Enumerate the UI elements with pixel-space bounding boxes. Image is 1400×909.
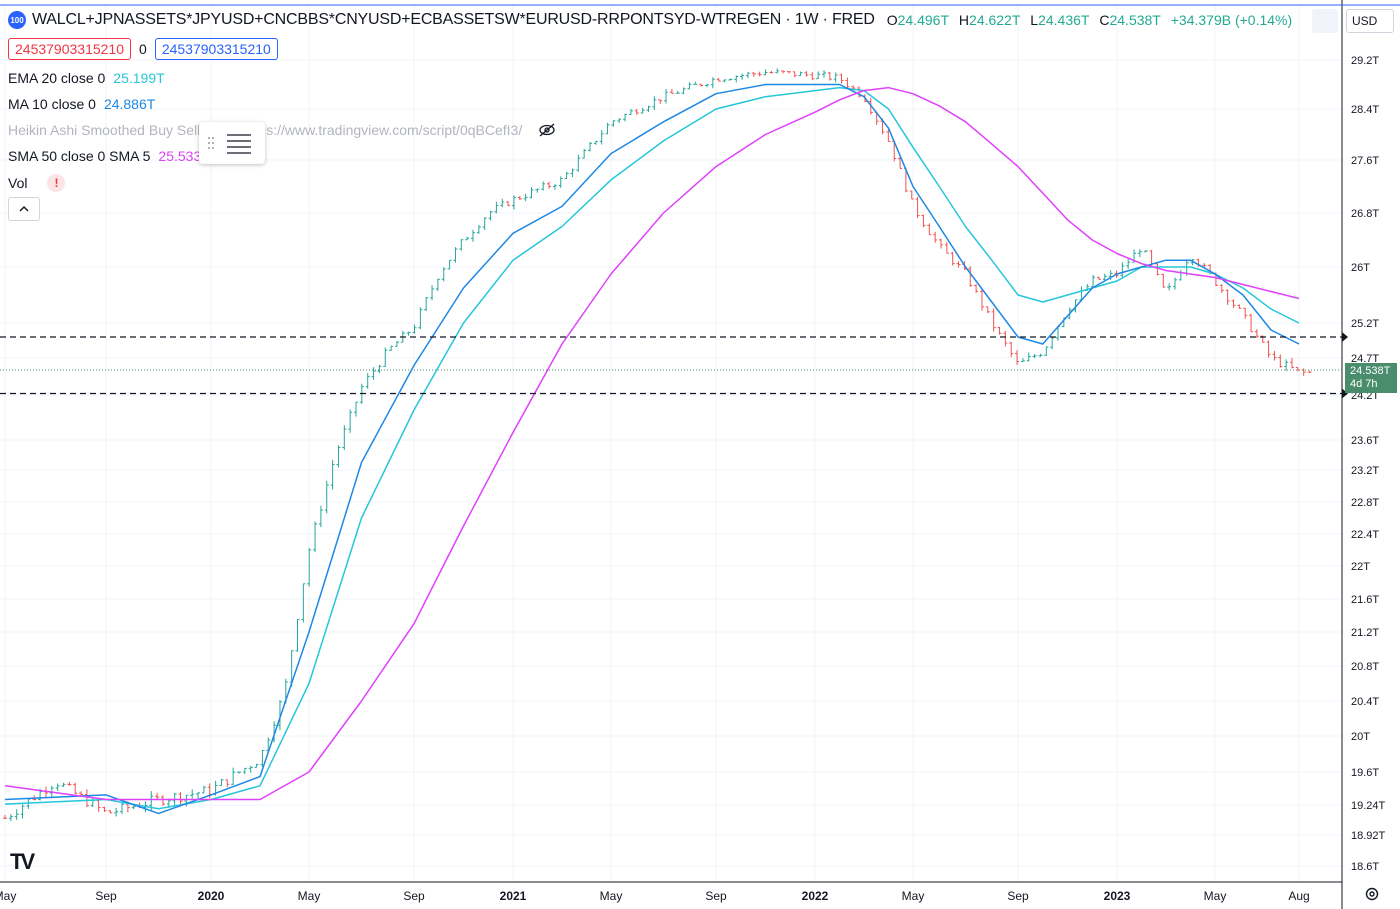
sma-line[interactable] <box>4 86 1300 801</box>
indicator-lines <box>4 83 1300 815</box>
y-tick-label: 21.6T <box>1351 594 1379 606</box>
y-tick-label: 29.2T <box>1351 55 1379 67</box>
x-tick-label: 2020 <box>198 889 225 903</box>
chevron-up-icon <box>19 206 29 212</box>
heikin-url: s://www.tradingview.com/script/0qBCefI3/ <box>266 122 523 138</box>
screenshot-button[interactable] <box>1312 9 1338 33</box>
y-tick-label: 28.4T <box>1351 104 1379 116</box>
y-tick-label: 19.6T <box>1351 767 1379 779</box>
x-tick-label: May <box>600 889 623 903</box>
legend-heikin[interactable]: Heikin Ashi Smoothed Buy Sell s://www.tr… <box>8 122 556 138</box>
input-row: 24537903315210 0 24537903315210 <box>8 38 278 60</box>
currency-button[interactable]: USD <box>1346 9 1394 33</box>
y-tick-label: 21.2T <box>1351 627 1379 639</box>
x-tick-label: Sep <box>1007 889 1029 903</box>
y-tick-label: 26T <box>1351 262 1370 274</box>
y-tick-label: 23.2T <box>1351 465 1379 477</box>
legend-ema[interactable]: EMA 20 close 0 25.199T <box>8 70 165 86</box>
y-tick-label: 18.6T <box>1351 861 1379 873</box>
last-price-tag: 24.538T 4d 7h <box>1345 363 1397 393</box>
x-tick-label: Sep <box>403 889 425 903</box>
x-tick-label: May <box>298 889 321 903</box>
vol-label: Vol <box>8 175 28 191</box>
ray-arrow <box>1342 332 1348 342</box>
floating-toolbar[interactable] <box>199 122 265 164</box>
x-tick-label: Aug <box>1288 889 1309 903</box>
x-tick-label: 2022 <box>802 889 829 903</box>
y-tick-label: 18.92T <box>1351 830 1386 842</box>
heikin-label: Heikin Ashi Smoothed Buy Sell <box>8 122 201 138</box>
y-tick-label: 22.4T <box>1351 529 1379 541</box>
input-middle-value: 0 <box>139 41 147 57</box>
legend-sma[interactable]: SMA 50 close 0 SMA 5 25.533T <box>8 148 210 164</box>
last-price-value: 24.538T <box>1350 365 1391 377</box>
ema-value: 25.199T <box>113 70 165 86</box>
legend-ma[interactable]: MA 10 close 0 24.886T <box>8 96 155 112</box>
y-tick-label: 23.6T <box>1351 435 1379 447</box>
ema-label: EMA 20 close 0 <box>8 70 106 86</box>
x-tick-label: Sep <box>95 889 117 903</box>
horizontal-lines[interactable] <box>0 332 1348 399</box>
symbol-badge: 100 <box>8 11 26 29</box>
y-tick-label: 20.4T <box>1351 696 1379 708</box>
x-tick-label: May <box>0 889 16 903</box>
value-input-left[interactable]: 24537903315210 <box>8 38 132 60</box>
eye-off-icon[interactable] <box>538 123 556 137</box>
warning-icon[interactable]: ! <box>47 174 66 192</box>
y-tick-label: 25.2T <box>1351 318 1379 330</box>
change-value: +34.379B (+0.14%) <box>1170 12 1293 28</box>
settings-gear-icon[interactable] <box>1364 886 1380 902</box>
ma-label: MA 10 close 0 <box>8 96 96 112</box>
bar-countdown: 4d 7h <box>1350 378 1378 390</box>
collapse-legend-button[interactable] <box>8 197 40 221</box>
x-tick-label: May <box>1204 889 1227 903</box>
time-axis[interactable]: May Sep 2020 May Sep 2021 May Sep 2022 May Sep 2023… <box>0 889 1310 903</box>
object-tree-icon[interactable] <box>225 131 253 155</box>
ma-value: 24.886T <box>103 96 156 112</box>
sma-label: SMA 50 close 0 SMA 5 <box>8 148 151 164</box>
chart-header: 100 WALCL+JPNASSETS*JPYUSD+CNCBBS*CNYUSD… <box>8 9 1298 31</box>
ray-arrow <box>1342 388 1348 399</box>
x-tick-label: Sep <box>705 889 727 903</box>
x-tick-label: May <box>902 889 925 903</box>
ma-line[interactable] <box>4 83 1300 815</box>
value-input-right[interactable]: 24537903315210 <box>154 38 278 60</box>
x-tick-label: 2023 <box>1104 889 1131 903</box>
y-tick-label: 27.6T <box>1351 155 1379 167</box>
y-tick-label: 24.2T <box>1351 390 1379 402</box>
legend-vol[interactable]: Vol ! <box>8 174 66 192</box>
x-tick-label: 2021 <box>500 889 527 903</box>
y-tick-label: 19.24T <box>1351 800 1386 812</box>
tradingview-logo[interactable]: TV <box>10 849 35 874</box>
y-tick-label: 22T <box>1351 561 1370 573</box>
y-tick-label: 20.8T <box>1351 661 1379 673</box>
drag-handle-icon[interactable] <box>207 136 215 150</box>
price-axis[interactable]: 29.2T 28.4T 27.6T 26.8T 26T 25.2T 24.7T 24.2T 23… <box>1351 55 1386 873</box>
symbol-title[interactable]: WALCL+JPNASSETS*JPYUSD+CNCBBS*CNYUSD+ECB… <box>32 11 875 28</box>
y-tick-label: 24.7T <box>1351 353 1379 365</box>
y-tick-label: 20T <box>1351 731 1370 743</box>
y-tick-label: 22.8T <box>1351 497 1379 509</box>
y-tick-label: 26.8T <box>1351 208 1379 220</box>
sma-value: 25.533T <box>158 148 210 164</box>
ohlc-readout: O24.496T H24.622T L24.436T C24.538T +34.… <box>886 12 1293 28</box>
